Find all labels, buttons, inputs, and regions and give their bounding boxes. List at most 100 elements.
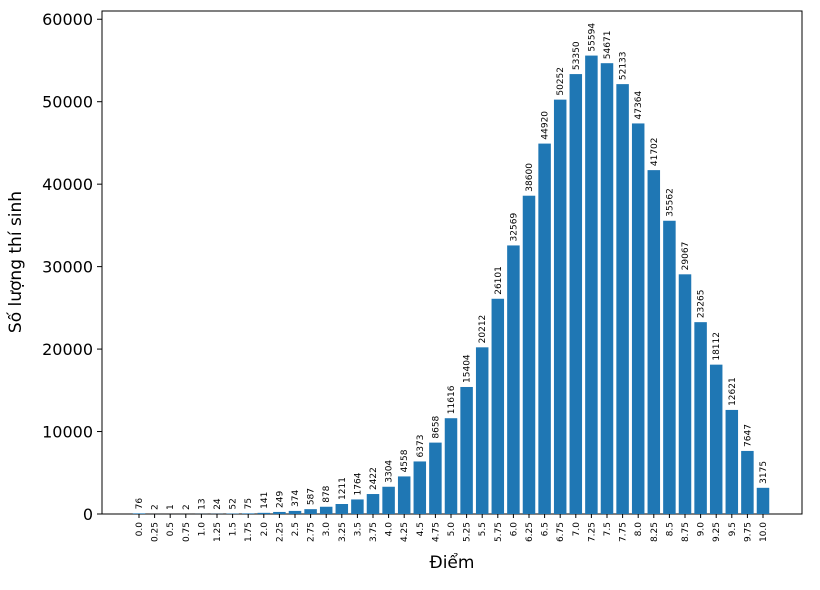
bar-8.0 (631, 123, 645, 514)
bar-value-label: 3175 (759, 461, 769, 484)
x-tick-label: 5.75 (494, 522, 504, 542)
x-tick-label: 10.0 (759, 522, 769, 542)
bar-value-label: 53350 (572, 41, 582, 70)
bar-value-label: 47364 (634, 91, 644, 120)
bar-value-label: 878 (322, 485, 332, 502)
bar-value-label: 8658 (431, 415, 441, 438)
bar-value-label: 4558 (400, 449, 410, 472)
bar-5.25 (460, 386, 473, 514)
bar-value-label: 3304 (385, 460, 395, 483)
x-tick-label: 7.25 (587, 522, 597, 542)
bar-value-label: 12621 (728, 377, 738, 406)
x-tick-label: 3.25 (338, 522, 348, 542)
x-tick-label: 2.75 (307, 522, 317, 542)
x-tick-label: 8.0 (634, 522, 644, 537)
bar-value-label: 44920 (541, 111, 551, 140)
bar-2.25 (273, 511, 286, 514)
x-tick-label: 4.0 (385, 522, 395, 537)
x-tick-label: 6.5 (541, 522, 551, 536)
bar-4.75 (429, 442, 442, 514)
y-tick-label: 60000 (42, 10, 93, 29)
x-tick-label: 0.75 (182, 522, 192, 542)
bar-value-label: 18112 (712, 332, 722, 361)
x-tick-label: 5.25 (463, 522, 473, 542)
bar-value-label: 1211 (338, 477, 348, 500)
y-tick-label: 20000 (42, 340, 93, 359)
bar-9.25 (709, 364, 723, 514)
bar-3.0 (319, 506, 333, 514)
bar-value-label: 35562 (665, 188, 675, 217)
x-tick-label: 0.25 (151, 522, 161, 542)
bar-3.5 (351, 499, 364, 514)
bar-9.0 (694, 322, 707, 514)
bar-2.75 (304, 509, 317, 514)
bar-6.0 (507, 245, 520, 514)
x-tick-label: 2.5 (291, 522, 301, 536)
bar-value-label: 7647 (743, 424, 753, 447)
bar-0.0 (132, 513, 146, 514)
bar-value-label: 2 (182, 504, 192, 510)
bar-7.5 (600, 63, 614, 514)
x-tick-label: 4.75 (431, 522, 441, 542)
bar-7.0 (569, 74, 583, 514)
bar-5.5 (475, 347, 489, 514)
bar-8.75 (678, 274, 692, 514)
bar-6.5 (538, 143, 551, 514)
bar-value-label: 2 (151, 504, 161, 510)
x-axis-ticks: 0.0 0.25 0.5 0.75 1.0 1.25 1.5 1.75 2.0 2.25 2.5 2.… (135, 514, 769, 542)
x-tick-label: 0.0 (135, 522, 145, 537)
x-tick-label: 2.0 (260, 522, 270, 537)
bar-5.75 (491, 298, 505, 514)
x-axis-label: Điểm (430, 552, 475, 573)
bar-value-label: 6373 (416, 435, 426, 458)
bar-9.5 (725, 409, 739, 514)
bar-value-label: 55594 (587, 23, 597, 52)
y-axis-label: Số lượng thí sinh (5, 191, 26, 333)
y-tick-label: 0 (83, 505, 93, 524)
bar-value-label: 38600 (525, 163, 535, 192)
x-tick-label: 8.5 (665, 522, 675, 536)
bar-2.0 (257, 512, 271, 514)
x-tick-label: 8.75 (681, 522, 691, 542)
x-tick-label: 5.0 (447, 522, 457, 537)
bar-value-label: 52133 (619, 51, 629, 80)
x-tick-label: 3.5 (353, 522, 363, 536)
bar-1.75 (241, 513, 255, 514)
bar-9.75 (741, 450, 754, 514)
x-tick-label: 9.75 (743, 522, 753, 542)
bar-value-label: 374 (291, 489, 301, 506)
x-tick-label: 5.5 (478, 522, 488, 536)
bar-value-label: 26101 (494, 266, 504, 295)
bar-value-label: 76 (135, 498, 145, 510)
y-axis-ticks: 0 10000 20000 30000 40000 50000 60000 (42, 10, 102, 524)
bar-value-label: 50252 (556, 67, 566, 96)
bar-value-label: 29067 (681, 242, 691, 271)
bar-4.0 (382, 486, 395, 514)
bar-value-label: 24 (213, 498, 223, 510)
x-tick-label: 7.0 (572, 522, 582, 537)
x-tick-label: 7.75 (619, 522, 629, 542)
bar-2.5 (288, 510, 302, 514)
bar-value-label: 52 (229, 498, 239, 509)
bar-value-label: 75 (244, 498, 254, 509)
bar-8.25 (647, 170, 661, 514)
x-tick-label: 2.25 (275, 522, 285, 542)
bar-value-label: 15404 (463, 354, 473, 383)
bar-3.25 (335, 504, 349, 514)
bar-value-label: 1 (166, 504, 176, 510)
x-tick-label: 8.25 (650, 522, 660, 542)
x-tick-label: 7.5 (603, 522, 613, 536)
y-tick-label: 40000 (42, 175, 93, 194)
y-tick-label: 50000 (42, 93, 93, 112)
x-tick-label: 1.5 (229, 522, 239, 536)
bar-6.25 (522, 195, 536, 514)
bar-value-label: 13 (197, 498, 207, 509)
bar-value-label: 11616 (447, 385, 457, 414)
y-tick-label: 10000 (42, 423, 93, 442)
bar-5.0 (444, 418, 458, 514)
x-tick-label: 6.0 (509, 522, 519, 537)
bar-value-label: 587 (307, 488, 317, 505)
bar-value-label: 2422 (369, 467, 379, 490)
